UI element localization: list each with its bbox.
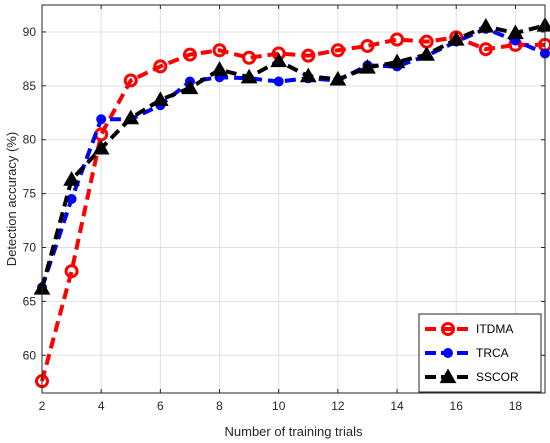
ticks: 2 4 6 8 10 12 14 16 18 60 65 70 75 80 85 90 xyxy=(23,5,545,413)
legend-item-trca: TRCA xyxy=(425,346,509,360)
data-point-sscor xyxy=(329,70,347,86)
data-point-itdma xyxy=(360,38,375,53)
data-point-sscor xyxy=(151,91,169,106)
y-tick-label: 60 xyxy=(23,348,37,362)
y-tick-label: 65 xyxy=(23,294,37,308)
legend-marker-trca xyxy=(443,348,453,358)
y-tick-label: 75 xyxy=(23,187,37,201)
data-point-trca xyxy=(96,114,107,125)
series-layer xyxy=(33,16,550,389)
data-point-itdma xyxy=(330,43,345,58)
legend-marker-sscor xyxy=(439,368,457,384)
x-axis-label: Number of training trials xyxy=(225,424,363,439)
x-tick-label: 10 xyxy=(272,399,286,413)
data-point-trca xyxy=(273,76,284,87)
data-point-sscor xyxy=(388,53,406,69)
data-point-itdma xyxy=(64,264,79,279)
data-point-sscor xyxy=(359,59,376,74)
legend: ITDMA TRCA SSCOR xyxy=(418,313,542,393)
data-point-trca xyxy=(66,194,77,204)
y-tick-label: 90 xyxy=(23,25,37,39)
x-tick-label: 4 xyxy=(98,399,105,413)
data-point-itdma xyxy=(212,43,227,58)
data-point-itdma xyxy=(153,59,168,74)
data-point-itdma xyxy=(182,47,197,62)
y-tick-label: 80 xyxy=(23,133,37,147)
y-tick-label: 70 xyxy=(23,241,37,255)
y-axis-label: Detection accuracy (%) xyxy=(4,132,19,266)
x-tick-label: 6 xyxy=(157,399,164,413)
x-tick-label: 2 xyxy=(39,399,46,413)
x-tick-label: 14 xyxy=(390,399,404,413)
data-point-sscor xyxy=(270,52,288,68)
y-tick-label: 85 xyxy=(23,79,37,93)
data-point-itdma xyxy=(390,32,405,47)
data-point-sscor xyxy=(477,18,495,33)
data-point-sscor xyxy=(181,79,199,95)
plot-frame xyxy=(41,4,546,394)
data-point-sscor xyxy=(299,67,317,83)
legend-item-itdma: ITDMA xyxy=(425,322,513,336)
legend-label-itdma: ITDMA xyxy=(476,322,513,336)
x-tick-label: 16 xyxy=(450,399,464,413)
data-point-sscor xyxy=(418,46,436,61)
data-point-sscor xyxy=(211,61,228,76)
series-line-trca xyxy=(40,26,546,289)
data-point-itdma xyxy=(123,73,138,88)
legend-box xyxy=(418,313,542,393)
data-point-sscor xyxy=(63,171,80,186)
data-point-sscor xyxy=(92,139,110,155)
data-point-sscor xyxy=(507,24,524,40)
data-point-sscor xyxy=(447,30,465,46)
series-sscor xyxy=(33,16,550,295)
legend-marker-itdma xyxy=(441,322,455,336)
data-point-sscor xyxy=(240,68,258,84)
data-point-sscor xyxy=(122,109,140,125)
data-point-itdma xyxy=(301,48,316,63)
data-point-itdma xyxy=(242,50,257,65)
x-tick-label: 12 xyxy=(331,399,345,413)
x-tick-label: 18 xyxy=(509,399,523,413)
legend-item-sscor: SSCOR xyxy=(425,368,519,384)
legend-label-sscor: SSCOR xyxy=(476,370,519,384)
legend-label-trca: TRCA xyxy=(476,346,509,360)
x-tick-label: 8 xyxy=(216,399,223,413)
data-point-itdma xyxy=(478,42,493,57)
